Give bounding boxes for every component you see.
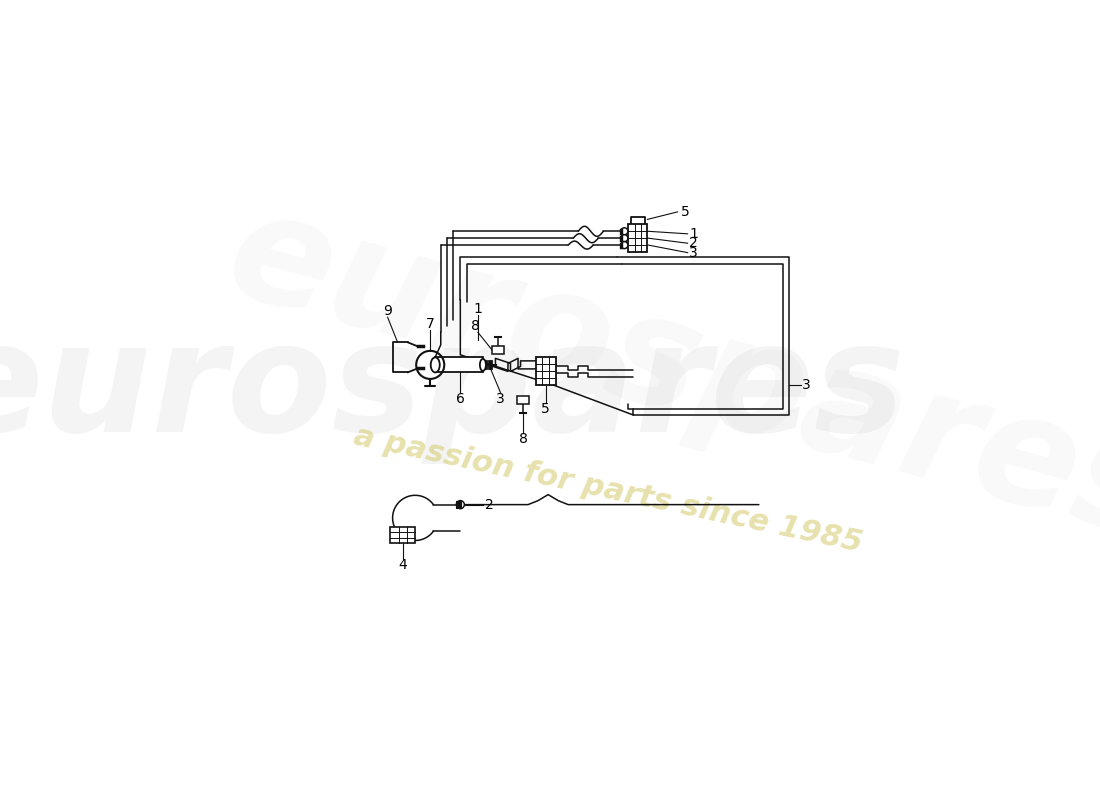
Text: eurospares: eurospares: [212, 178, 1100, 572]
Bar: [492, 346, 504, 354]
Text: 5: 5: [681, 205, 690, 219]
Text: eurospares: eurospares: [0, 315, 905, 465]
Text: 3: 3: [496, 392, 505, 406]
Circle shape: [620, 234, 628, 242]
Text: 4: 4: [398, 558, 407, 572]
Text: 2: 2: [484, 498, 493, 512]
Text: 8: 8: [518, 432, 528, 446]
Text: 1: 1: [473, 302, 482, 316]
Ellipse shape: [480, 359, 486, 371]
Circle shape: [456, 501, 464, 509]
Ellipse shape: [431, 358, 440, 373]
Text: 1: 1: [690, 227, 698, 241]
Circle shape: [620, 242, 628, 249]
Bar: [390, 527, 415, 543]
Text: 9: 9: [383, 304, 392, 318]
Text: 8: 8: [471, 318, 480, 333]
Text: 2: 2: [690, 236, 698, 250]
Text: 7: 7: [426, 317, 434, 330]
Text: 3: 3: [802, 378, 811, 392]
Circle shape: [620, 228, 628, 235]
Text: 6: 6: [455, 392, 465, 406]
Bar: [517, 396, 529, 404]
Bar: [436, 358, 483, 373]
Bar: [628, 225, 648, 252]
Text: 3: 3: [690, 246, 698, 260]
Text: a passion for parts since 1985: a passion for parts since 1985: [351, 422, 866, 558]
Text: 5: 5: [541, 402, 550, 415]
Bar: [536, 358, 556, 385]
